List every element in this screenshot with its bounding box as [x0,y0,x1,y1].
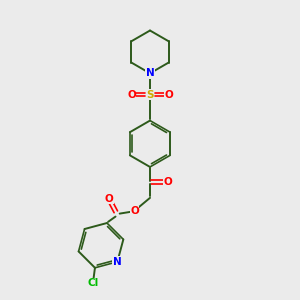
Text: O: O [130,206,139,216]
Text: O: O [127,90,136,100]
Text: N: N [146,68,154,78]
Text: N: N [113,257,122,267]
Text: O: O [164,90,173,100]
Text: O: O [164,177,172,188]
Text: S: S [146,90,154,100]
Text: Cl: Cl [88,278,99,288]
Text: O: O [105,194,113,204]
